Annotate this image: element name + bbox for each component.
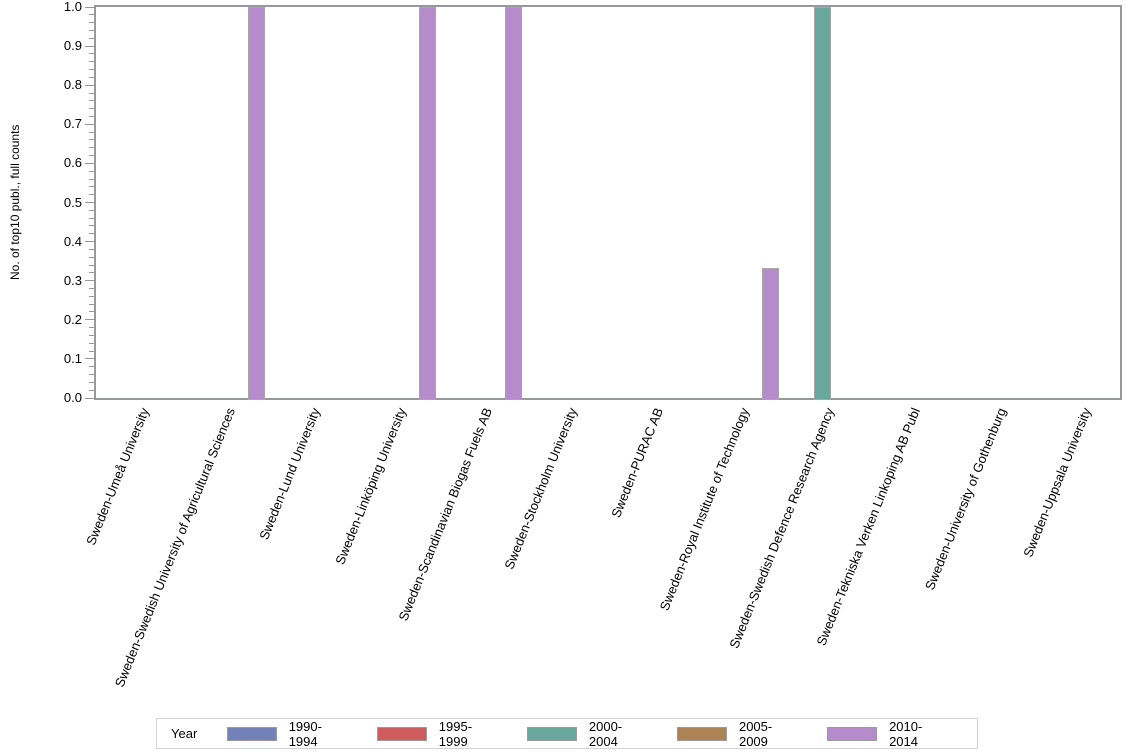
y-axis-tick-label: 0.7	[63, 116, 82, 132]
x-axis-tick-label: Sweden-Tekniska Verken Linkoping AB Publ	[813, 405, 923, 648]
y-axis-tick-label: 0.1	[63, 350, 82, 366]
legend-entry: 1995-1999	[376, 718, 499, 749]
y-axis-tick-label: 0.9	[63, 38, 82, 54]
x-axis-tick-label: Sweden-Linköping University	[332, 405, 409, 567]
y-axis-minor-tick	[89, 194, 94, 196]
x-axis-tick-label: Sweden-Umeå University	[82, 405, 152, 548]
y-axis-minor-tick	[89, 92, 94, 94]
x-axis-tick-label: Sweden-PURAC AB	[608, 405, 666, 520]
y-axis-minor-tick	[89, 14, 94, 16]
legend-title: Year	[171, 726, 198, 741]
y-axis-minor-tick	[89, 295, 94, 297]
y-axis-major-tick	[85, 45, 94, 47]
x-axis-tick-label: Sweden-University of Gothenburg	[921, 405, 1009, 593]
y-axis-minor-tick	[89, 350, 94, 352]
y-axis-minor-tick	[89, 61, 94, 63]
legend-swatch	[676, 726, 727, 741]
legend-entry-label: 1995-1999	[438, 718, 473, 749]
legend-swatch	[526, 726, 577, 741]
y-axis-minor-tick	[89, 288, 94, 290]
legend-entry: 2000-2004	[526, 718, 649, 749]
y-axis-major-tick	[85, 84, 94, 86]
y-axis-minor-tick	[89, 217, 94, 219]
legend-entry: 1990-1994	[226, 718, 349, 749]
y-axis-title: No. of top10 publ., full counts	[8, 124, 22, 280]
y-axis-minor-tick	[89, 170, 94, 172]
y-axis-minor-tick	[89, 37, 94, 39]
y-axis-minor-tick	[89, 100, 94, 102]
y-axis-tick-label: 0.4	[63, 233, 82, 249]
y-axis-minor-tick	[89, 76, 94, 78]
y-axis-minor-tick	[89, 186, 94, 188]
y-axis-minor-tick	[89, 131, 94, 133]
y-axis-minor-tick	[89, 389, 94, 391]
legend-swatch	[376, 726, 427, 741]
legend-entry-label: 2005-2009	[738, 718, 773, 749]
y-axis-major-tick	[85, 280, 94, 282]
y-axis-major-tick	[85, 123, 94, 125]
y-axis-tick-label: 0.2	[63, 311, 82, 327]
y-axis-minor-tick	[89, 381, 94, 383]
y-axis-major-tick	[85, 6, 94, 8]
y-axis-minor-tick	[89, 233, 94, 235]
legend-entries: 1990-1994 1995-1999 2000-2004 2005-2009 2010…	[226, 718, 978, 749]
y-axis-minor-tick	[89, 225, 94, 227]
legend-entry: 2010-2014	[826, 718, 949, 749]
legend-entry: 2005-2009	[676, 718, 799, 749]
y-axis-minor-tick	[89, 327, 94, 329]
x-axis-tick-label: Sweden-Scandinavian Biogas Fuels AB	[395, 405, 495, 623]
y-axis-minor-tick	[89, 303, 94, 305]
x-axis-tick-label: Sweden-Swedish Defence Research Agency	[726, 405, 838, 651]
y-axis-minor-tick	[89, 209, 94, 211]
y-axis-minor-tick	[89, 264, 94, 266]
legend-entry-label: 1990-1994	[288, 718, 322, 749]
y-axis-major-tick	[85, 162, 94, 164]
y-axis-tick-label: 0.5	[63, 194, 82, 210]
y-axis-minor-tick	[89, 248, 94, 250]
y-axis-minor-tick	[89, 29, 94, 31]
y-axis-minor-tick	[89, 374, 94, 376]
legend-swatch	[226, 726, 277, 741]
y-axis-minor-tick	[89, 69, 94, 71]
x-axis-tick-label: Sweden-Lund University	[256, 405, 324, 542]
y-axis-minor-tick	[89, 53, 94, 55]
legend-swatch	[826, 726, 878, 741]
y-axis-major-tick	[85, 358, 94, 360]
y-axis-minor-tick	[89, 366, 94, 368]
y-axis-minor-tick	[89, 108, 94, 110]
y-axis-minor-tick	[89, 256, 94, 258]
legend-entry-label: 2000-2004	[588, 718, 623, 749]
bar-2010-2014	[762, 267, 779, 400]
bar-2010-2014	[419, 7, 437, 400]
x-axis-tick-label: Sweden-Uppsala University	[1020, 405, 1095, 560]
y-axis-minor-tick	[89, 272, 94, 274]
y-axis-tick-label: 0.0	[63, 390, 82, 405]
y-axis-tick-label: 0.8	[63, 77, 82, 93]
bar-2010-2014	[505, 7, 522, 400]
y-axis-minor-tick	[89, 139, 94, 141]
y-axis-tick-label: 0.3	[63, 272, 82, 288]
y-axis-minor-tick	[89, 147, 94, 149]
y-axis-minor-tick	[89, 115, 94, 117]
y-axis-major-tick	[85, 202, 94, 203]
y-axis-tick-label: 0.6	[63, 155, 82, 171]
y-axis-minor-tick	[89, 178, 94, 180]
y-axis-major-tick	[85, 319, 94, 321]
y-axis-minor-tick	[89, 342, 94, 344]
y-axis-tick-label: 1.0	[63, 0, 82, 14]
y-axis-major-tick	[85, 397, 94, 399]
x-axis-tick-label: Sweden-Stockholm University	[501, 405, 581, 572]
y-axis-major-tick	[85, 241, 94, 243]
bar-2010-2014	[248, 7, 265, 400]
x-axis-tick-label: Sweden-Royal Institute of Technology	[656, 405, 752, 613]
y-axis-minor-tick	[89, 311, 94, 313]
bar-2000-2004	[813, 7, 831, 400]
legend: Year 1990-1994 1995-1999 2000-2004 2005-200…	[156, 718, 978, 749]
y-axis-minor-tick	[89, 22, 94, 24]
legend-entry-label: 2010-2014	[889, 718, 923, 749]
plot-frame	[94, 5, 1122, 400]
y-axis-minor-tick	[89, 155, 94, 157]
y-axis-minor-tick	[89, 334, 94, 336]
